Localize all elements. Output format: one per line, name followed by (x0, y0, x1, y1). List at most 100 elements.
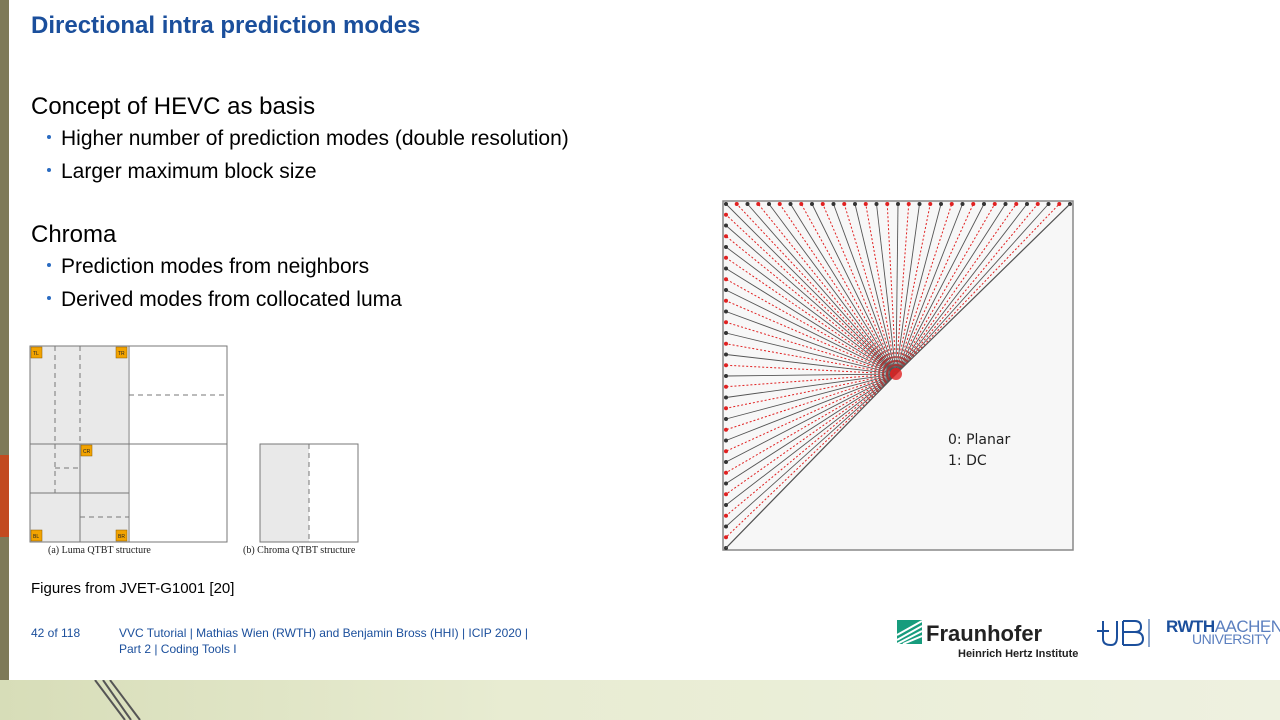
fine-mode-ray (895, 203, 1039, 375)
mode-arrow-tip (842, 202, 847, 206)
fine-mode-ray (725, 364, 897, 375)
mode-arrow-tip (724, 234, 728, 239)
mode-arrow-tip (724, 277, 728, 282)
diagonal-mode-ray (895, 203, 1071, 375)
hevc-mode-ray (725, 373, 897, 484)
mode-arrow-tip (724, 427, 728, 432)
bullet-item: Higher number of prediction modes (doubl… (31, 122, 569, 155)
fine-mode-ray (725, 300, 897, 375)
fraunhofer-subtitle: Heinrich Hertz Institute (958, 648, 1079, 660)
bullet-item: Derived modes from collocated luma (31, 283, 402, 316)
mode-arrow-tip (724, 460, 728, 464)
mode-arrow-tip (724, 417, 728, 421)
footer-line-2: Part 2 | Coding Tools I (119, 642, 237, 656)
mode-arrow-tip (724, 341, 728, 346)
center-hub (890, 368, 902, 380)
hevc-mode-ray (725, 373, 897, 506)
fine-mode-ray (725, 373, 897, 495)
hevc-mode-ray (895, 203, 1028, 375)
mode-arrow-tip (724, 513, 728, 518)
hevc-mode-ray (725, 268, 897, 375)
mode-arrow-tip (745, 202, 750, 206)
mode-arrow-tip (724, 481, 728, 486)
cr-label: CR (83, 449, 91, 455)
qtbt-figure: TL TR CR BL BR (29, 345, 359, 543)
bullet-item: Prediction modes from neighbors (31, 250, 402, 283)
hevc-mode-ray (725, 289, 897, 375)
fine-mode-ray (725, 373, 897, 431)
tr-badge (115, 346, 128, 359)
mode-arrow-tip (1003, 202, 1008, 206)
fine-mode-ray (895, 203, 1060, 375)
mode-arrow-tip (810, 202, 814, 206)
br-label: BR (118, 534, 125, 540)
fine-mode-ray (895, 203, 996, 375)
hevc-mode-ray (833, 203, 897, 375)
hevc-mode-ray (895, 203, 1049, 375)
bullet-dot-icon (47, 263, 51, 267)
mode-arrow-tip (831, 202, 836, 206)
mode-arrow-tip (724, 438, 728, 443)
chroma-caption: (b) Chroma QTBT structure (243, 545, 356, 556)
diagonal-mode-ray (725, 373, 897, 549)
mode-arrow-tip (1057, 202, 1062, 206)
fine-mode-ray (895, 203, 974, 375)
hevc-mode-ray (725, 246, 897, 375)
tr-label: TR (118, 351, 125, 357)
bl-label: BL (33, 534, 39, 540)
left-accent-bar (0, 455, 9, 537)
hevc-mode-ray (725, 203, 897, 375)
section-heading: Chroma (31, 221, 117, 248)
fine-mode-ray (800, 203, 897, 375)
directional-modes-figure: 0: Planar 1: DC (722, 200, 1074, 551)
mode-arrow-tip (756, 202, 761, 206)
mode-arrow-tip (896, 202, 900, 206)
mode-arrow-tip (724, 384, 728, 389)
fine-mode-ray (725, 373, 897, 452)
mode-arrow-tip (724, 352, 728, 357)
mode-arrow-tip (724, 503, 728, 507)
mode-arrow-tip (734, 202, 739, 206)
mode-arrow-tip (724, 298, 728, 303)
hevc-mode-ray (895, 203, 899, 375)
mode-arrow-tip (788, 202, 793, 206)
mode-arrow-tip (724, 524, 728, 529)
fine-mode-ray (843, 203, 897, 375)
fine-mode-ray (736, 203, 897, 375)
fine-mode-ray (725, 321, 897, 375)
br-badge (115, 529, 128, 542)
mode-arrow-tip (1035, 202, 1040, 206)
mode-arrow-tip (1014, 202, 1019, 206)
mode-arrow-tip (724, 406, 728, 411)
mode-arrow-tip (820, 202, 825, 206)
mode-arrow-tip (777, 202, 782, 206)
mode-arrow-tip (724, 255, 728, 260)
fraunhofer-logo-icon (897, 620, 922, 644)
mode-arrow-tip (724, 535, 728, 540)
dc-label: 1: DC (948, 453, 987, 469)
luma-caption: (a) Luma QTBT structure (48, 545, 151, 556)
hevc-mode-ray (747, 203, 897, 375)
mode-arrow-tip (724, 320, 728, 325)
figure-source-note: Figures from JVET-G1001 [20] (31, 580, 235, 597)
fine-mode-ray (725, 214, 897, 375)
mode-arrow-tip (724, 202, 728, 206)
mode-arrow-tip (982, 202, 986, 206)
mode-arrow-tip (724, 223, 728, 228)
section-chroma: Chroma Prediction modes from neighbors D… (31, 220, 402, 316)
hevc-mode-ray (725, 225, 897, 375)
mode-arrow-tip (724, 449, 728, 454)
hevc-mode-ray (725, 311, 897, 375)
left-decorative-bar (0, 0, 9, 680)
hevc-mode-ray (895, 203, 920, 375)
mode-arrow-tip (724, 374, 728, 378)
mode-arrow-tip (928, 202, 933, 206)
tl-label: TL (33, 351, 39, 357)
mode-arrow-tip (949, 202, 954, 206)
mode-arrow-tip (724, 288, 728, 292)
mode-arrow-tip (724, 363, 728, 368)
hevc-mode-ray (725, 373, 897, 398)
mode-arrow-tip (863, 202, 868, 206)
fine-mode-ray (895, 203, 953, 375)
bullet-dot-icon (47, 135, 51, 139)
